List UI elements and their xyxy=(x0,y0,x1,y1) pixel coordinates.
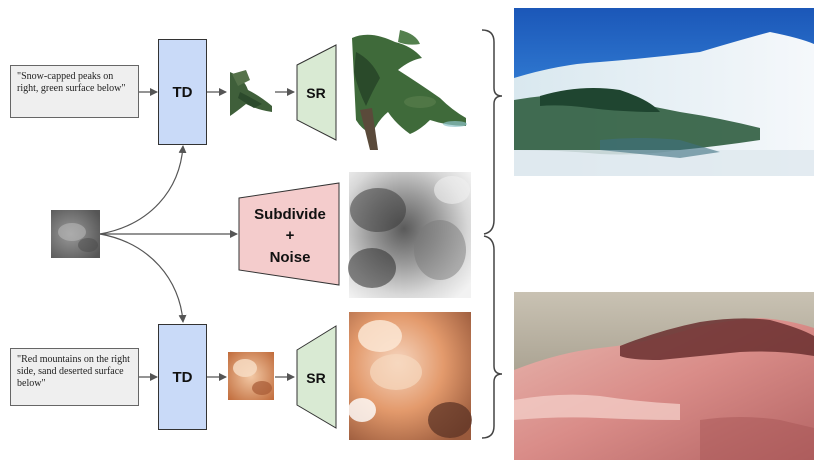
text-prompt-top: "Snow-capped peaks on right, green surfa… xyxy=(10,65,139,118)
text-prompt-bottom-text: "Red mountains on the right side, sand d… xyxy=(17,354,130,389)
arrow-heightmap-to-td-bottom xyxy=(99,233,187,323)
sr-block-bottom: SR xyxy=(296,325,337,429)
subdivide-label-line2: + xyxy=(286,227,295,244)
right-curly-brace-icon xyxy=(481,29,503,235)
text-prompt-bottom: "Red mountains on the right side, sand d… xyxy=(10,348,139,406)
td-label-bottom: TD xyxy=(172,368,193,386)
td-block-bottom: TD xyxy=(158,324,207,430)
td-output-image-top xyxy=(228,67,274,117)
sr-output-image-top xyxy=(349,27,471,157)
subdivided-heightmap-image xyxy=(348,172,471,298)
subdivide-label-line1: Subdivide xyxy=(254,206,326,223)
right-curly-brace-icon xyxy=(481,235,503,439)
td-label-top: TD xyxy=(172,83,193,101)
arrow-heightmap-to-td-top xyxy=(99,145,187,235)
td-block-top: TD xyxy=(158,39,207,145)
sr-block-top: SR xyxy=(296,44,337,141)
sr-label-bottom: SR xyxy=(306,370,325,386)
sr-output-image-bottom xyxy=(348,312,472,440)
sr-label-top: SR xyxy=(306,85,325,101)
subdivide-noise-block: Subdivide + Noise xyxy=(238,182,340,286)
subdivide-label-line3: Noise xyxy=(270,249,311,266)
input-heightmap-image xyxy=(51,210,100,258)
rendered-terrain-desert-image xyxy=(514,292,814,460)
rendered-terrain-snow-image xyxy=(514,8,814,176)
td-output-image-bottom xyxy=(228,352,274,400)
text-prompt-top-text: "Snow-capped peaks on right, green surfa… xyxy=(17,71,126,94)
arrows xyxy=(99,88,295,381)
